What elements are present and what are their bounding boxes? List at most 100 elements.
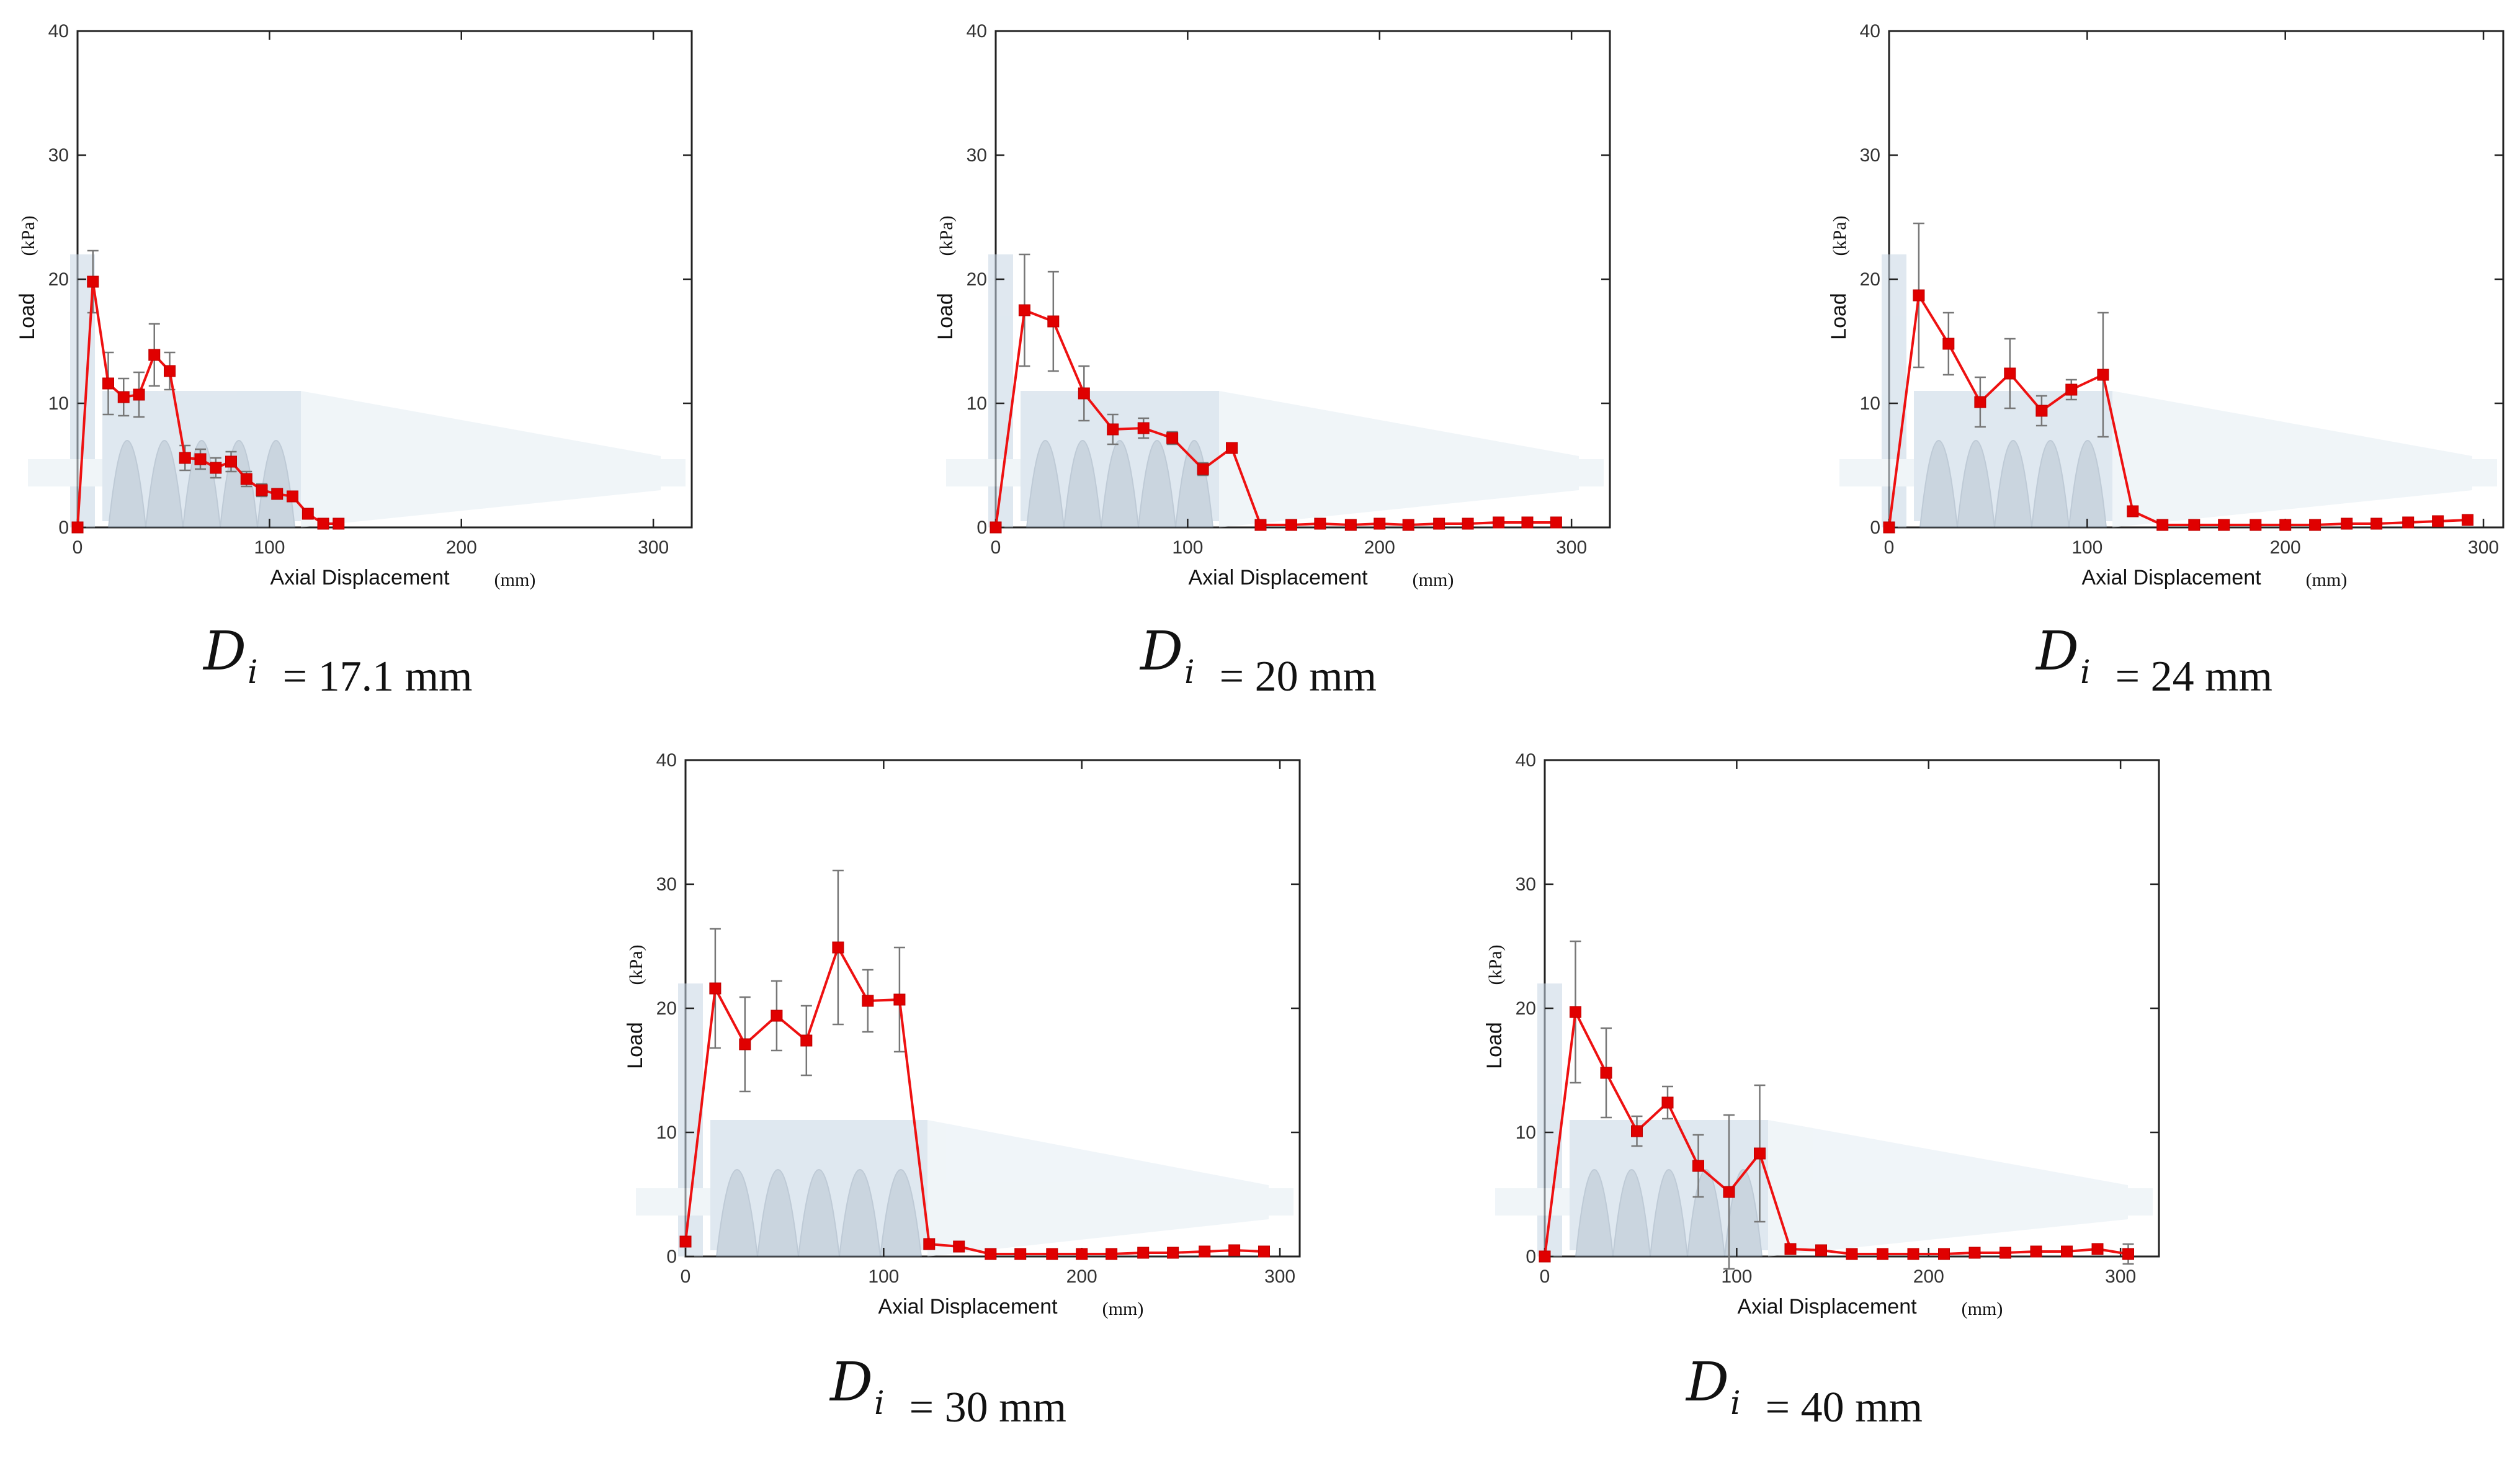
caption-subscript: i <box>1184 654 1195 691</box>
data-point <box>1018 304 1030 316</box>
caption-value: = 17.1 mm <box>282 653 473 701</box>
y-tick-label: 10 <box>1516 1122 1536 1143</box>
data-point <box>1197 463 1209 475</box>
swirl-vane-shape <box>757 1169 799 1257</box>
y-tick-label: 40 <box>1860 21 1880 42</box>
y-axis-label: Load <box>623 1022 647 1069</box>
data-point <box>1137 422 1150 434</box>
x-tick-label: 100 <box>868 1266 899 1287</box>
data-point <box>1539 1250 1551 1263</box>
data-point <box>1521 516 1534 529</box>
data-point <box>194 453 207 465</box>
swirl-vane-shape <box>1101 440 1139 528</box>
cone-shape <box>1768 1120 2128 1256</box>
data-point <box>2035 405 2048 417</box>
data-point <box>1078 387 1090 400</box>
y-tick-label: 40 <box>656 750 677 771</box>
y-axis-label: Load <box>1827 293 1851 340</box>
x-axis-unit: (mm) <box>1102 1299 1144 1319</box>
x-axis-unit: (mm) <box>1413 570 1454 590</box>
data-point <box>1570 1006 1581 1018</box>
y-axis-unit: (kPa) <box>18 216 38 256</box>
data-point <box>1784 1243 1797 1255</box>
y-axis-unit: (kPa) <box>626 945 646 985</box>
x-tick-label: 100 <box>1172 537 1203 558</box>
data-point <box>739 1038 751 1050</box>
caption-subscript: i <box>874 1385 885 1422</box>
y-axis-label: Load <box>934 293 957 340</box>
x-axis-label: Axial Displacement <box>270 566 450 589</box>
data-point <box>2097 369 2109 381</box>
y-tick-label: 30 <box>967 145 987 166</box>
data-point <box>953 1240 965 1253</box>
data-point <box>862 995 874 1007</box>
data-point <box>990 521 1002 534</box>
x-axis-label: Axial Displacement <box>1737 1295 1917 1319</box>
swirl-vane-shape <box>2031 440 2070 528</box>
data-point <box>2156 519 2169 531</box>
data-point <box>1258 1245 1271 1258</box>
data-point <box>2462 514 2474 526</box>
data-point <box>117 391 130 403</box>
x-tick-label: 100 <box>2071 537 2102 558</box>
y-tick-label: 20 <box>48 269 69 290</box>
data-point <box>1493 516 1505 529</box>
y-tick-label: 40 <box>967 21 987 42</box>
x-tick-label: 0 <box>991 537 1001 558</box>
y-tick-label: 0 <box>1870 517 1880 538</box>
data-point <box>2091 1243 2104 1255</box>
data-point <box>317 517 329 530</box>
data-point <box>1166 432 1179 444</box>
swirl-vane-shape <box>1138 440 1176 528</box>
x-axis-unit: (mm) <box>2306 570 2348 590</box>
swirl-vane-shape <box>1957 440 1995 528</box>
y-axis-label: Load <box>16 293 39 340</box>
y-tick-label: 30 <box>48 145 69 166</box>
data-point <box>2250 519 2262 531</box>
data-point <box>893 993 906 1006</box>
swirl-vane-shape <box>839 1169 881 1257</box>
data-point <box>240 473 252 485</box>
x-tick-label: 100 <box>1721 1266 1752 1287</box>
x-tick-label: 200 <box>2270 537 2301 558</box>
x-axis-label: Axial Displacement <box>878 1295 1058 1319</box>
caption-value: = 40 mm <box>1765 1384 1923 1431</box>
data-point <box>1907 1248 1919 1260</box>
data-point <box>1754 1147 1766 1160</box>
caption-value: = 30 mm <box>909 1384 1066 1431</box>
chart-panel-4: 0 10 20 30 40 0 100 200 300 Axial Displacement (mm… <box>623 750 1301 1319</box>
data-point <box>2279 519 2292 531</box>
data-point <box>87 275 99 288</box>
data-point <box>800 1034 813 1047</box>
caption-symbol: D <box>203 620 246 683</box>
y-tick-label: 20 <box>967 269 987 290</box>
data-point <box>2341 517 2353 530</box>
swirl-vane-shape <box>1994 440 2032 528</box>
data-point <box>2309 519 2321 531</box>
data-point <box>985 1248 997 1260</box>
swirl-vane-shape <box>108 440 146 528</box>
data-point <box>179 452 191 464</box>
data-point <box>1846 1248 1858 1260</box>
y-tick-label: 40 <box>48 21 69 42</box>
data-point <box>1462 517 1474 530</box>
data-point <box>1999 1247 2011 1259</box>
data-point <box>1046 1248 1058 1260</box>
chart-panel-3: 0 10 20 30 40 0 100 200 300 Axial Displacement (mm… <box>1827 21 2504 590</box>
data-point <box>1550 516 1562 529</box>
data-point <box>133 388 145 401</box>
data-point <box>1374 517 1386 530</box>
swirl-vane-shape <box>2068 440 2107 528</box>
data-point <box>2061 1245 2073 1258</box>
data-point <box>1285 519 1297 531</box>
x-tick-label: 300 <box>638 537 669 558</box>
data-point <box>1913 289 1925 302</box>
data-point <box>1942 338 1955 350</box>
data-point <box>225 455 237 468</box>
data-point <box>1014 1248 1027 1260</box>
cyclone-illustration <box>636 983 1294 1257</box>
data-point <box>210 462 222 474</box>
data-point <box>923 1238 936 1250</box>
y-axis-label: Load <box>1483 1022 1506 1069</box>
y-tick-label: 20 <box>1860 269 1880 290</box>
